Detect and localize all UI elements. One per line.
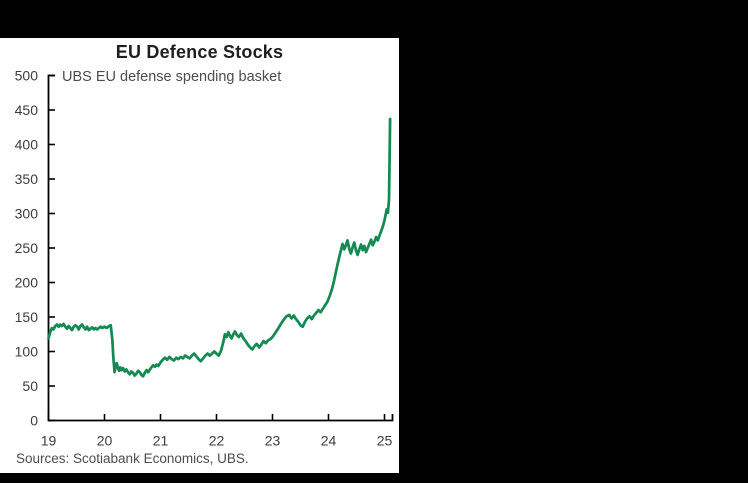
x-axis-tick-label: 23 — [265, 433, 281, 449]
x-axis-tick-label: 21 — [153, 433, 169, 449]
y-axis-tick-label: 300 — [15, 206, 39, 222]
x-axis-tick-label: 22 — [209, 433, 225, 449]
y-axis-tick-label: 200 — [15, 275, 39, 291]
y-axis-tick-label: 400 — [15, 137, 39, 153]
chart-subtitle: UBS EU defense spending basket — [62, 69, 282, 85]
y-axis-tick-label: 100 — [15, 344, 39, 360]
data-line-defense-basket — [47, 117, 392, 378]
x-axis-tick-label: 24 — [321, 433, 337, 449]
chart-source: Sources: Scotiabank Economics, UBS. — [16, 451, 249, 466]
y-axis-tick-label: 250 — [15, 240, 39, 256]
y-axis-tick-label: 50 — [22, 378, 38, 394]
y-axis-tick-label: 500 — [15, 68, 39, 84]
chart-panel: 0 50 100 150 200 250 300 350 400 450 500 19 20 21 22 23… — [0, 38, 399, 473]
x-axis-tick-label: 19 — [41, 433, 57, 449]
x-axis-tick-label: 25 — [377, 433, 393, 449]
y-axis-tick-label: 150 — [15, 309, 39, 325]
chart-title: EU Defence Stocks — [115, 42, 284, 62]
y-axis-tick-label: 450 — [15, 102, 39, 118]
chart-plot-area: 0 50 100 150 200 250 300 350 400 450 500 19 20 21 22 23… — [15, 68, 394, 449]
y-axis-tick-label: 350 — [15, 171, 39, 187]
x-axis-tick-label: 20 — [97, 433, 113, 449]
y-axis-tick-label: 0 — [30, 413, 38, 429]
